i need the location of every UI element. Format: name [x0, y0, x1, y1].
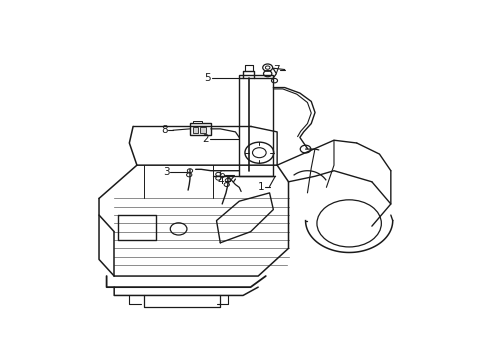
Bar: [193, 121, 202, 123]
Text: 8: 8: [161, 125, 167, 135]
Text: 1: 1: [257, 181, 264, 192]
Text: 6: 6: [217, 170, 224, 180]
Bar: [192, 127, 198, 133]
Text: 4: 4: [217, 176, 224, 186]
Text: 3: 3: [163, 167, 169, 177]
Text: 5: 5: [204, 73, 211, 83]
Text: 2: 2: [202, 134, 209, 144]
Bar: [189, 123, 210, 135]
Bar: [200, 127, 205, 133]
Bar: [239, 75, 273, 176]
Text: 7: 7: [272, 64, 279, 75]
